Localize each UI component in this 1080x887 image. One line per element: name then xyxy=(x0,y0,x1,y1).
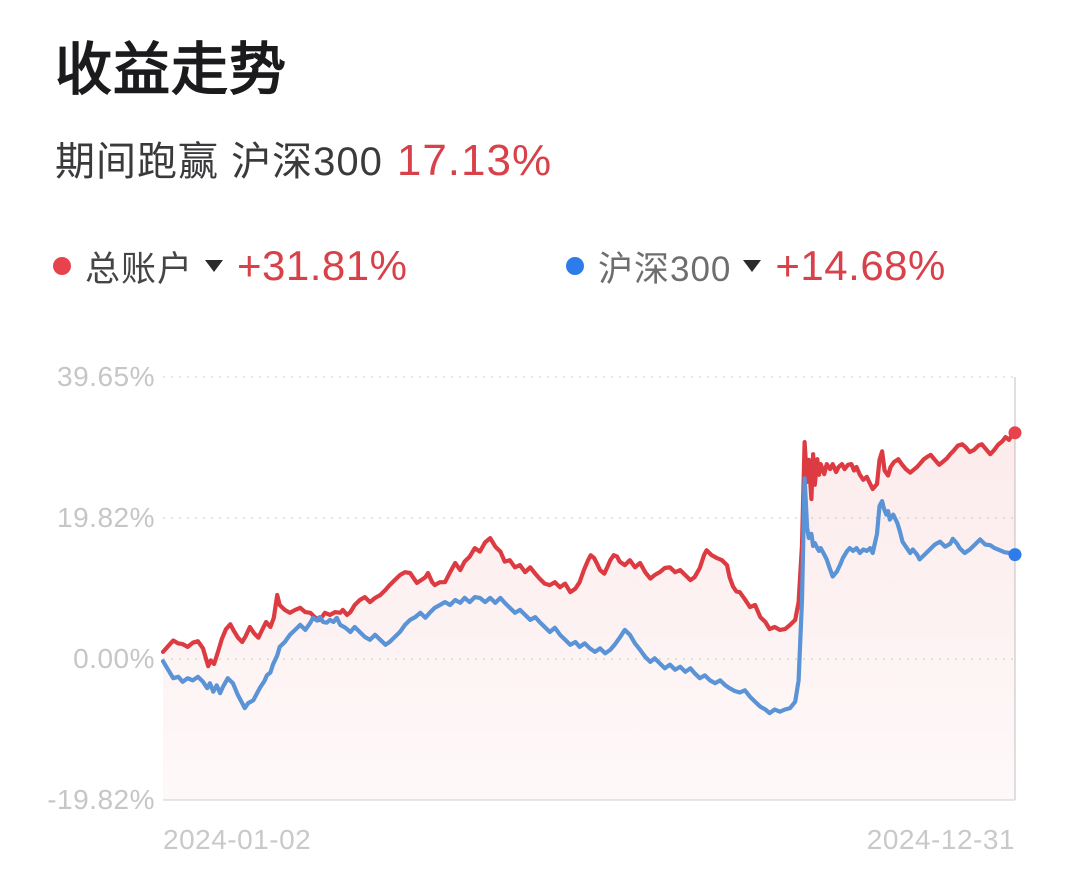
total-account-line xyxy=(160,430,1018,669)
total-account-return-value: +31.81% xyxy=(237,242,408,289)
chevron-down-icon[interactable] xyxy=(205,260,224,272)
outperform-label: 期间跑赢 沪深300 xyxy=(55,140,383,184)
chevron-down-icon[interactable] xyxy=(743,260,762,272)
x-axis-tick-label-end: 2024-12-31 xyxy=(866,824,1015,855)
hs300-return-value: +14.68% xyxy=(775,242,946,289)
outperform-summary: 期间跑赢 沪深300 17.13% xyxy=(55,136,552,187)
x-axis: 2024-01-02 2024-12-31 xyxy=(163,824,1015,856)
y-axis-tick-label: -19.82% xyxy=(47,784,155,815)
total-account-area xyxy=(163,432,1015,800)
y-axis-tick-label: 19.82% xyxy=(57,502,155,533)
hs300-line xyxy=(160,476,1018,716)
legend: 总账户 +31.81% 沪深300 +14.68% xyxy=(0,242,1080,289)
total-account-dot-icon xyxy=(53,257,71,275)
x-axis-tick-label-start: 2024-01-02 xyxy=(163,824,312,855)
outperform-value: 17.13% xyxy=(396,136,553,185)
legend-item-total-account[interactable]: 总账户 +31.81% xyxy=(53,242,408,289)
y-axis-tick-label: 39.65% xyxy=(57,361,155,392)
hs300-end-dot xyxy=(1008,548,1022,562)
y-axis-tick-label: 0.00% xyxy=(73,643,155,674)
hs300-label: 沪深300 xyxy=(598,249,732,289)
total-account-label: 总账户 xyxy=(85,249,194,289)
legend-item-hs300[interactable]: 沪深300 +14.68% xyxy=(566,242,946,289)
total-account-end-dot xyxy=(1008,426,1022,440)
hs300-dot-icon xyxy=(566,257,584,275)
page-title: 收益走势 xyxy=(55,38,287,102)
